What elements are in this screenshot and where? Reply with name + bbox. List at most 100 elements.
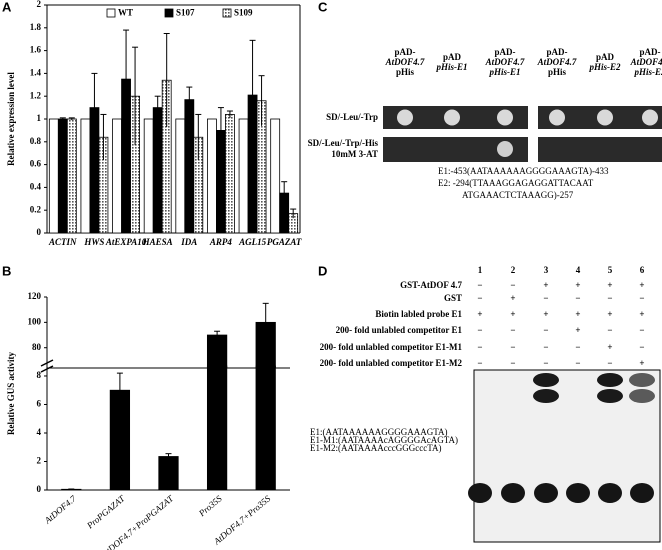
x-tick-label: Pro35S: [196, 493, 224, 519]
plate: [538, 137, 662, 162]
bar: [207, 118, 217, 234]
x-tick-label: HAESA: [142, 237, 173, 247]
sign: −: [543, 325, 548, 335]
y-axis-label: Relative expression level: [6, 72, 16, 166]
lane-number: 6: [640, 265, 645, 275]
axis-break: [40, 359, 54, 367]
sign: +: [543, 309, 548, 319]
panel-label: A: [2, 0, 12, 14]
sign: +: [575, 325, 580, 335]
sign: +: [639, 309, 644, 319]
sign: +: [543, 280, 548, 290]
lane-number: 3: [544, 265, 549, 275]
x-tick-label: AtEXPA10: [105, 237, 147, 247]
sign: −: [575, 358, 580, 368]
sign: −: [477, 280, 482, 290]
row-label: SD/-Leu/-Trp/-His: [308, 138, 379, 148]
colony: [497, 141, 513, 157]
column-header: pHis-E1: [435, 62, 467, 72]
lane-number: 5: [608, 265, 613, 275]
bar: [206, 334, 228, 369]
band: [597, 389, 623, 403]
column-header: pHis-E1: [488, 67, 520, 77]
column-header: pAD: [596, 52, 615, 62]
sign: −: [510, 325, 515, 335]
band: [501, 483, 525, 503]
panel-label: C: [318, 0, 328, 14]
y-tick-label: 0.6: [30, 159, 42, 169]
x-tick-label: ARP4: [209, 237, 233, 247]
sign: −: [639, 342, 644, 352]
bar: [158, 456, 179, 491]
bar: [66, 118, 77, 234]
row-label: Biotin labled probe E1: [375, 309, 462, 319]
y-tick-label: 0.8: [30, 136, 42, 146]
sign: −: [477, 325, 482, 335]
x-tick-label: AtDOF4.7: [42, 493, 78, 526]
column-header: pAD-: [494, 47, 515, 57]
row-label: 10mM 3-AT: [331, 149, 378, 159]
column-header: pAD-: [639, 47, 660, 57]
sign: +: [510, 293, 515, 303]
sequence: E1-M1:(AATAAAAcAGGGGAcAGTA): [310, 435, 458, 445]
sign: −: [639, 325, 644, 335]
sign: −: [575, 342, 580, 352]
panel-label: B: [2, 263, 11, 278]
band: [533, 373, 559, 387]
lane-number: 4: [576, 265, 581, 275]
sign: −: [477, 358, 482, 368]
sign: −: [477, 293, 482, 303]
x-tick-label: ProPGAZAT: [84, 493, 127, 531]
band: [534, 483, 558, 503]
sign: −: [607, 358, 612, 368]
sign: −: [543, 342, 548, 352]
sequence: ATGAAACTCTAAAGG)-257: [462, 190, 574, 200]
row-label: 200- fold unlabled competitor E1-M2: [320, 358, 463, 368]
sequence: E1-M2:(AATAAAAcccGGGcccTA): [310, 443, 442, 453]
y-tick-label: 1: [37, 113, 42, 123]
column-header: pHis: [548, 67, 567, 77]
sequence: E1:(AATAAAAAAGGGGAAAGTA): [310, 427, 448, 437]
sign: −: [575, 293, 580, 303]
sign: −: [607, 293, 612, 303]
column-header: pHis-E2: [588, 62, 621, 72]
y-tick-label: 6: [37, 399, 42, 409]
sign: −: [543, 293, 548, 303]
band: [629, 373, 655, 387]
legend-swatch: [106, 8, 116, 18]
lane-number: 2: [511, 265, 516, 275]
x-tick-label: ACTIN: [48, 237, 77, 247]
bar: [80, 118, 91, 234]
band: [468, 483, 492, 503]
axis-break: [40, 365, 54, 373]
bar: [238, 118, 249, 234]
legend-label: S107: [176, 8, 195, 18]
sign: +: [477, 309, 482, 319]
y-tick-label: 4: [37, 427, 42, 437]
sign: +: [639, 280, 644, 290]
column-header: AtDOF4.7: [385, 57, 425, 67]
legend-label: WT: [118, 8, 133, 18]
colony: [444, 109, 460, 126]
x-tick-label: IDA: [180, 237, 197, 247]
column-header: pAD-: [546, 47, 567, 57]
y-tick-label: 0: [37, 227, 42, 237]
column-header: pAD-: [394, 47, 415, 57]
bar: [255, 365, 276, 491]
bar: [143, 118, 154, 234]
sign: −: [510, 280, 515, 290]
row-label: GST-AtDOF 4.7: [400, 280, 462, 290]
row-label: GST: [444, 293, 462, 303]
column-header: AtDOF4.7: [537, 57, 577, 67]
bar: [48, 118, 59, 234]
bar: [225, 114, 235, 234]
band: [566, 483, 590, 503]
band: [630, 483, 654, 503]
y-tick-label: 2: [37, 456, 42, 466]
colony: [497, 109, 513, 126]
legend-swatch: [164, 8, 174, 18]
sequence: E2: -294(TTAAAGGAGAGGATTACAAT: [438, 178, 594, 188]
column-header: pAD: [443, 52, 462, 62]
sign: −: [510, 342, 515, 352]
band: [597, 373, 623, 387]
